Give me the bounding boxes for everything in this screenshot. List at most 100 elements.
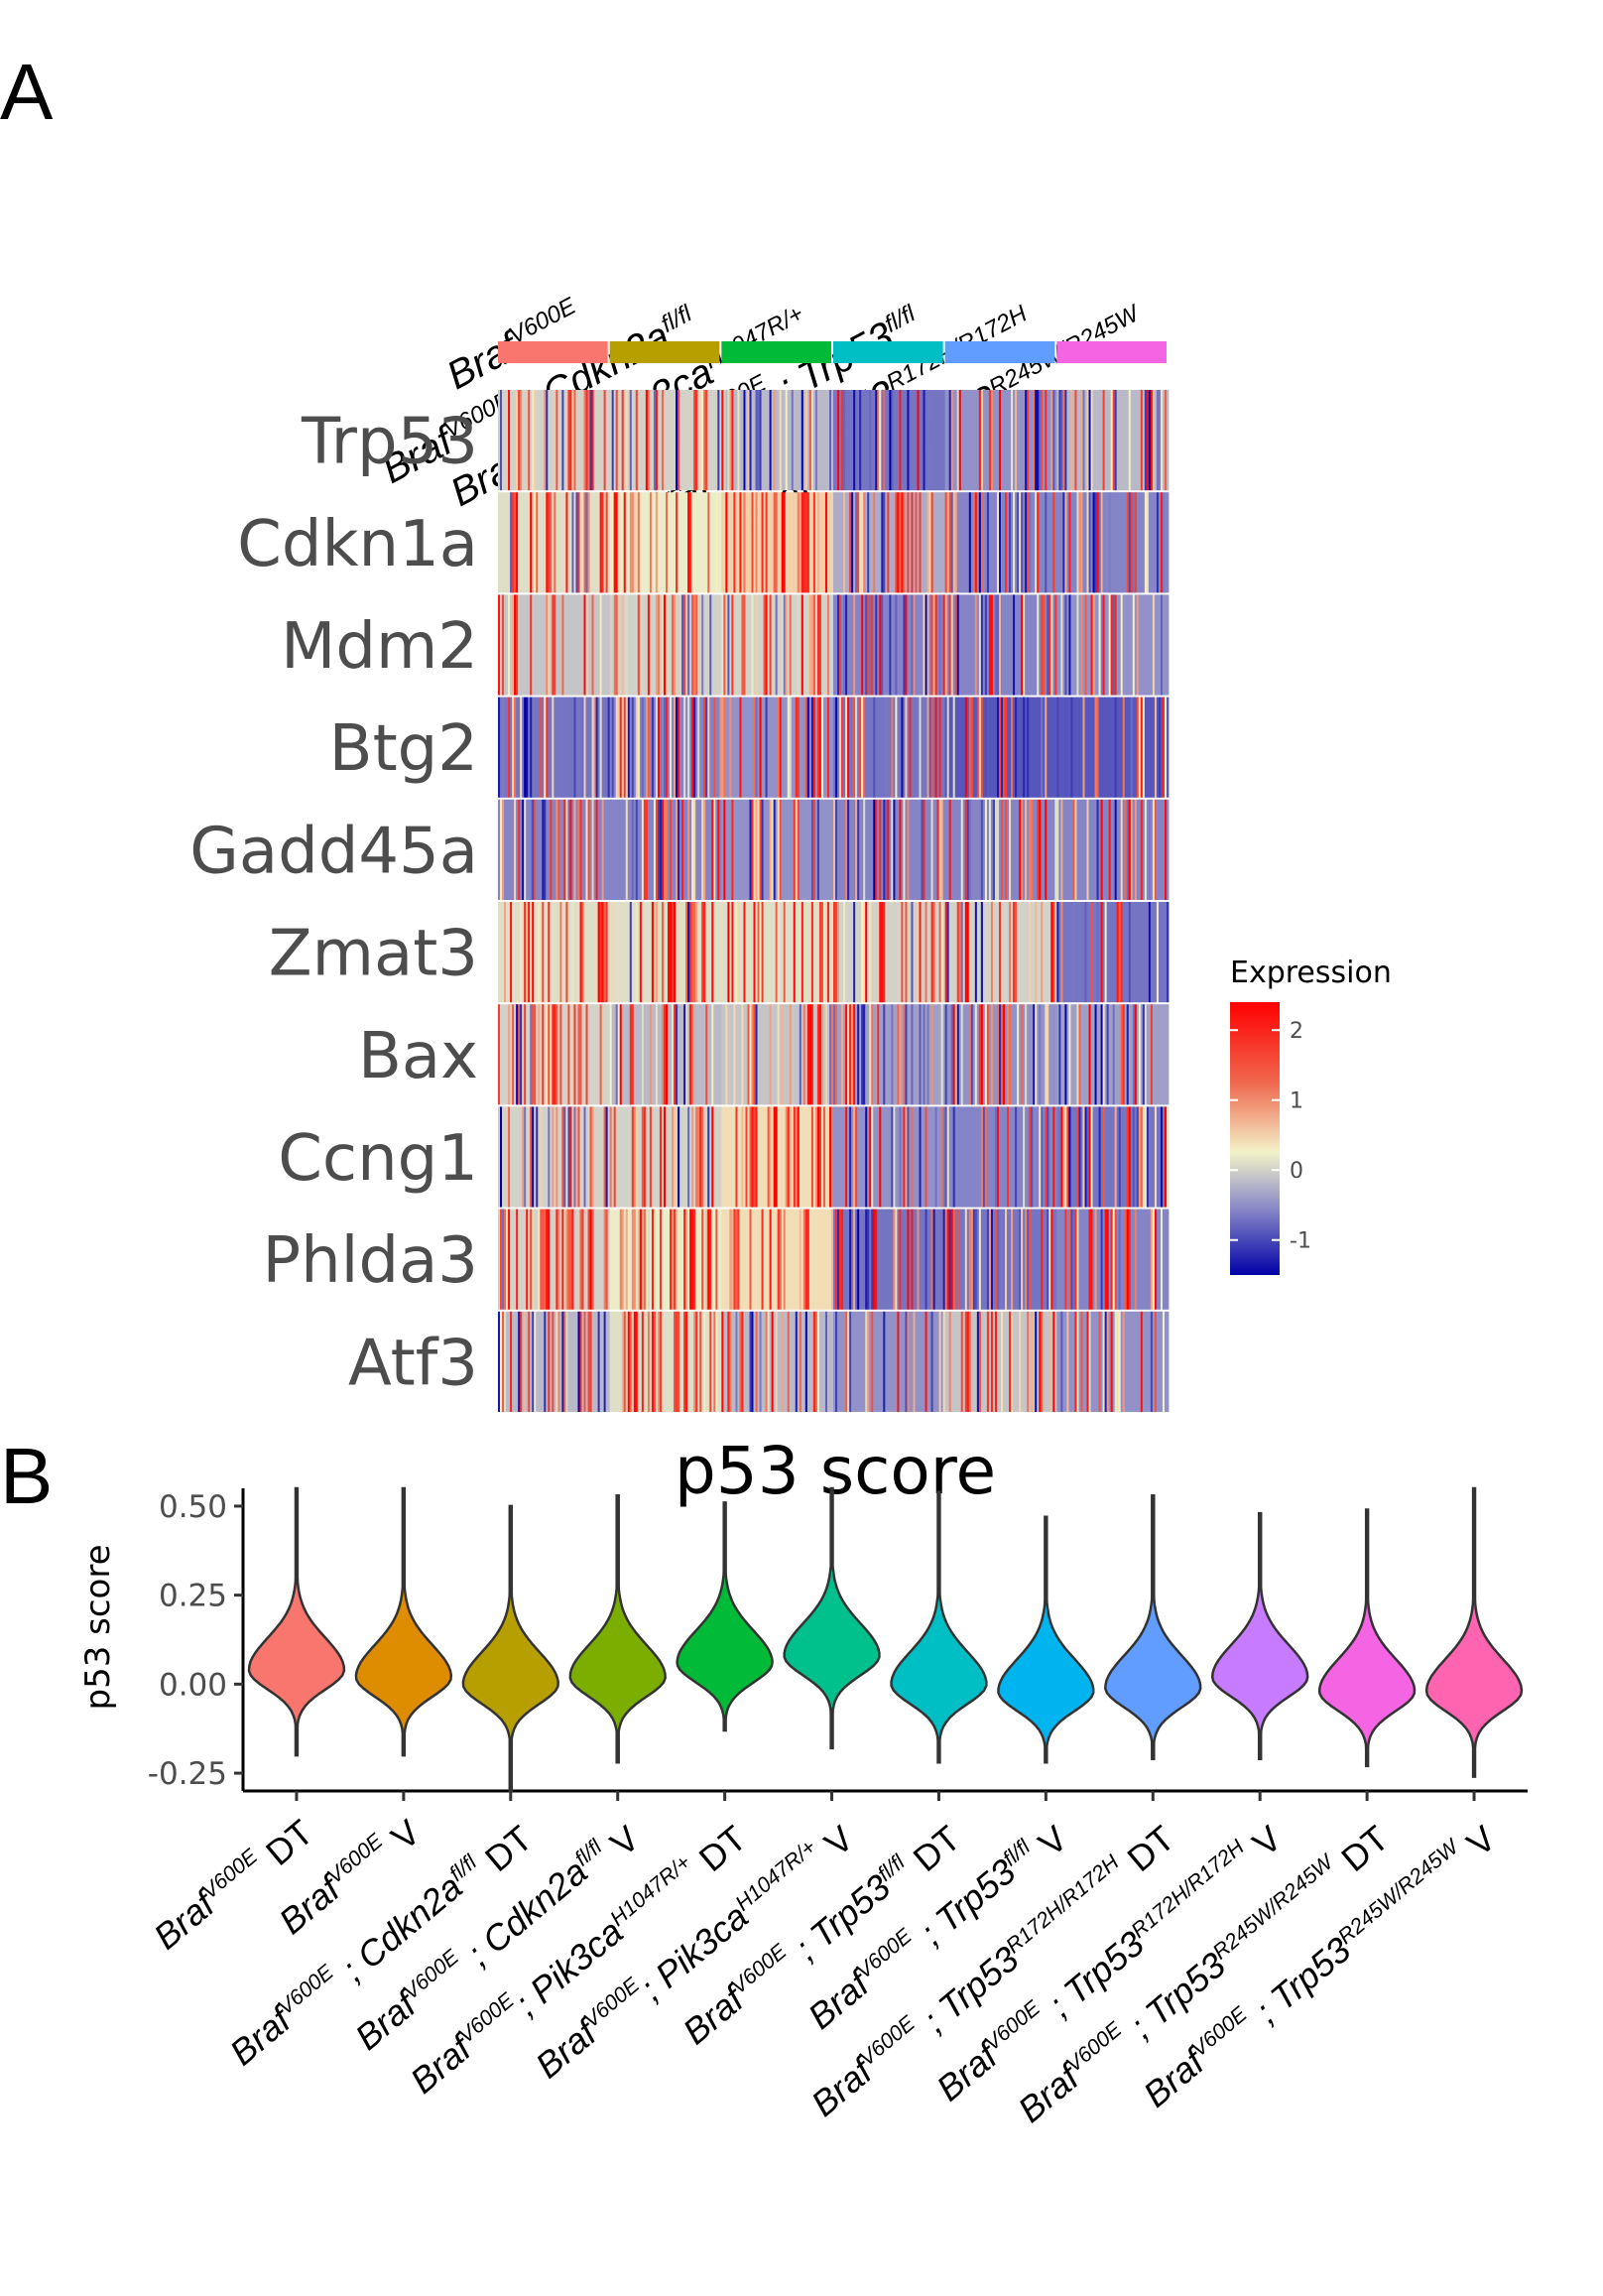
heatmap-cell: [804, 1311, 808, 1412]
heatmap-cell: [676, 390, 678, 491]
heatmap-cell: [847, 390, 850, 491]
heatmap-cell: [930, 1311, 933, 1412]
heatmap-cell: [518, 697, 521, 798]
heatmap-cell: [1019, 1311, 1022, 1412]
heatmap-cell: [739, 799, 742, 900]
heatmap-cell: [1007, 1004, 1010, 1105]
heatmap-cell: [577, 1311, 580, 1412]
heatmap-cell: [992, 902, 996, 1003]
heatmap-cell: [518, 799, 521, 900]
heatmap-cell: [954, 492, 958, 593]
heatmap-cell: [863, 1106, 866, 1208]
heatmap-cell: [773, 1311, 777, 1412]
heatmap-cell: [1116, 1004, 1120, 1105]
heatmap-cell: [1116, 902, 1120, 1003]
heatmap-cell: [771, 1004, 775, 1105]
heatmap-cell: [639, 492, 643, 593]
heatmap-cell: [1088, 1106, 1091, 1208]
heatmap-cell: [593, 1106, 596, 1208]
violin: [676, 1501, 774, 1732]
heatmap-cell: [670, 1311, 673, 1412]
heatmap-cell: [597, 390, 601, 491]
heatmap-cell: [1052, 1311, 1055, 1412]
heatmap-cell: [984, 697, 988, 798]
heatmap-cell: [502, 902, 505, 1003]
heatmap-cell: [767, 799, 771, 900]
heatmap-cell: [785, 492, 789, 593]
heatmap-cell: [964, 1106, 968, 1208]
heatmap-cell: [605, 1311, 609, 1412]
heatmap-cell: [1126, 902, 1130, 1003]
heatmap-cell: [1108, 1106, 1112, 1208]
heatmap-cell: [926, 902, 929, 1003]
heatmap-cell: [1084, 799, 1087, 900]
heatmap-cell: [733, 1106, 736, 1208]
heatmap-cell: [1043, 1209, 1046, 1310]
heatmap-cell: [816, 594, 820, 696]
heatmap-cell: [1052, 1004, 1055, 1105]
heatmap-cell: [735, 594, 738, 696]
heatmap-cell: [1072, 390, 1075, 491]
heatmap-cell: [875, 697, 878, 798]
heatmap-cell: [853, 1004, 856, 1105]
heatmap-cell: [990, 1311, 994, 1412]
heatmap-cell: [540, 492, 543, 593]
heatmap-cell: [1110, 799, 1114, 900]
heatmap-cell: [921, 799, 924, 900]
heatmap-cell: [816, 1106, 820, 1208]
violin: [783, 1486, 881, 1750]
heatmap-cell: [1064, 902, 1067, 1003]
heatmap-cell: [510, 390, 513, 491]
heatmap-cell: [897, 1004, 900, 1105]
heatmap-cell: [668, 1311, 671, 1412]
heatmap-cell: [966, 594, 970, 696]
heatmap-cell: [1100, 799, 1104, 900]
heatmap-cell: [1158, 492, 1162, 593]
heatmap-cell: [873, 697, 876, 798]
heatmap-cell: [643, 594, 647, 696]
heatmap-cell: [1138, 594, 1142, 696]
heatmap-cell: [518, 902, 521, 1003]
heatmap-row: [498, 1209, 1170, 1310]
heatmap-cell: [881, 1209, 884, 1310]
heatmap-cell: [739, 1209, 742, 1310]
heatmap-cell: [1124, 799, 1128, 900]
heatmap-cell: [544, 594, 547, 696]
heatmap-cell: [789, 1311, 793, 1412]
heatmap-cell: [755, 1004, 758, 1105]
heatmap-cell: [891, 1311, 894, 1412]
heatmap-cell: [907, 1209, 910, 1310]
heatmap-cell: [990, 390, 994, 491]
heatmap-cell: [903, 902, 906, 1003]
heatmap-cell: [709, 390, 712, 491]
heatmap-cell: [1166, 697, 1170, 798]
heatmap-cell: [1037, 594, 1040, 696]
heatmap-cell: [1096, 799, 1099, 900]
heatmap-cell: [1021, 1311, 1024, 1412]
heatmap-cell: [833, 1209, 836, 1310]
heatmap-cell: [1154, 1209, 1158, 1310]
heatmap-cell: [532, 1209, 535, 1310]
gene-label: Bax: [358, 1020, 478, 1093]
heatmap-cell: [1076, 902, 1079, 1003]
heatmap-cell: [1100, 390, 1104, 491]
heatmap-cell: [552, 1311, 555, 1412]
heatmap-cell: [982, 1209, 986, 1310]
heatmap-cell: [789, 390, 793, 491]
heatmap-cell: [526, 492, 529, 593]
heatmap-cell: [647, 594, 651, 696]
heatmap-cell: [1001, 390, 1004, 491]
heatmap-cell: [699, 594, 702, 696]
heatmap-cell: [709, 697, 712, 798]
heatmap-cell: [721, 390, 724, 491]
heatmap-cell: [948, 1209, 952, 1310]
heatmap-cell: [1068, 902, 1071, 1003]
heatmap-cell: [954, 902, 958, 1003]
heatmap-cell: [926, 697, 929, 798]
heatmap-cell: [601, 492, 605, 593]
heatmap-cell: [510, 1106, 513, 1208]
heatmap-cell: [921, 1209, 924, 1310]
heatmap-cell: [964, 1209, 968, 1310]
heatmap-cell: [567, 799, 570, 900]
heatmap-cell: [1126, 594, 1130, 696]
